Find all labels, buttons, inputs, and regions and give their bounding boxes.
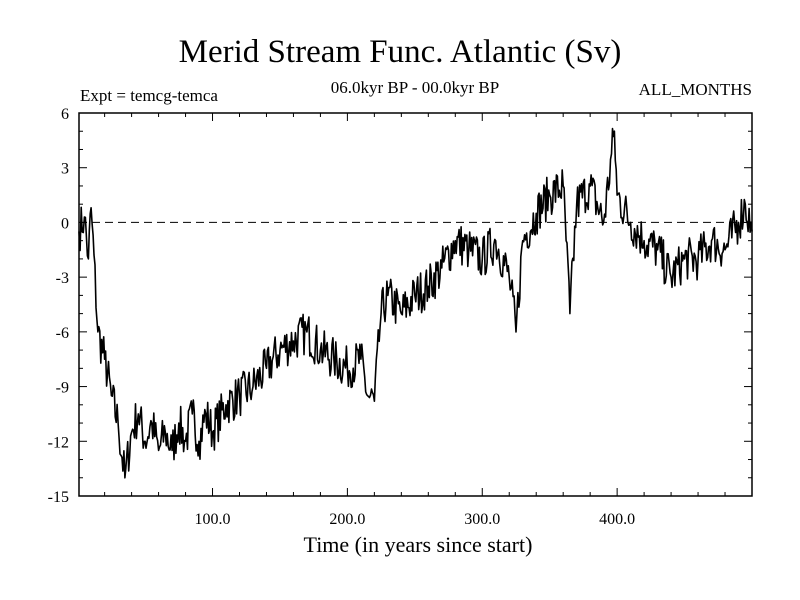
months-label: ALL_MONTHS <box>638 80 752 99</box>
x-tick-label: 200.0 <box>329 511 365 528</box>
x-tick-label: 400.0 <box>599 511 635 528</box>
experiment-label: Expt = temcg-temca <box>80 86 218 105</box>
y-tick-label: 3 <box>61 161 69 178</box>
x-axis-label: Time (in years since start) <box>304 532 533 557</box>
y-tick-label: -9 <box>56 380 69 397</box>
period-label: 06.0kyr BP - 00.0kyr BP <box>330 78 500 97</box>
y-tick-label: 6 <box>61 106 69 123</box>
y-tick-label: -6 <box>56 325 69 342</box>
chart-title: Merid Stream Func. Atlantic (Sv) <box>178 34 622 70</box>
y-tick-label: -15 <box>48 489 69 506</box>
y-tick-label: -3 <box>56 270 69 287</box>
x-tick-label: 300.0 <box>464 511 500 528</box>
series-line <box>78 127 753 479</box>
y-tick-label: -12 <box>48 434 69 451</box>
y-tick-label: 0 <box>61 215 69 232</box>
plot-frame <box>78 112 753 497</box>
x-tick-label: 100.0 <box>195 511 231 528</box>
